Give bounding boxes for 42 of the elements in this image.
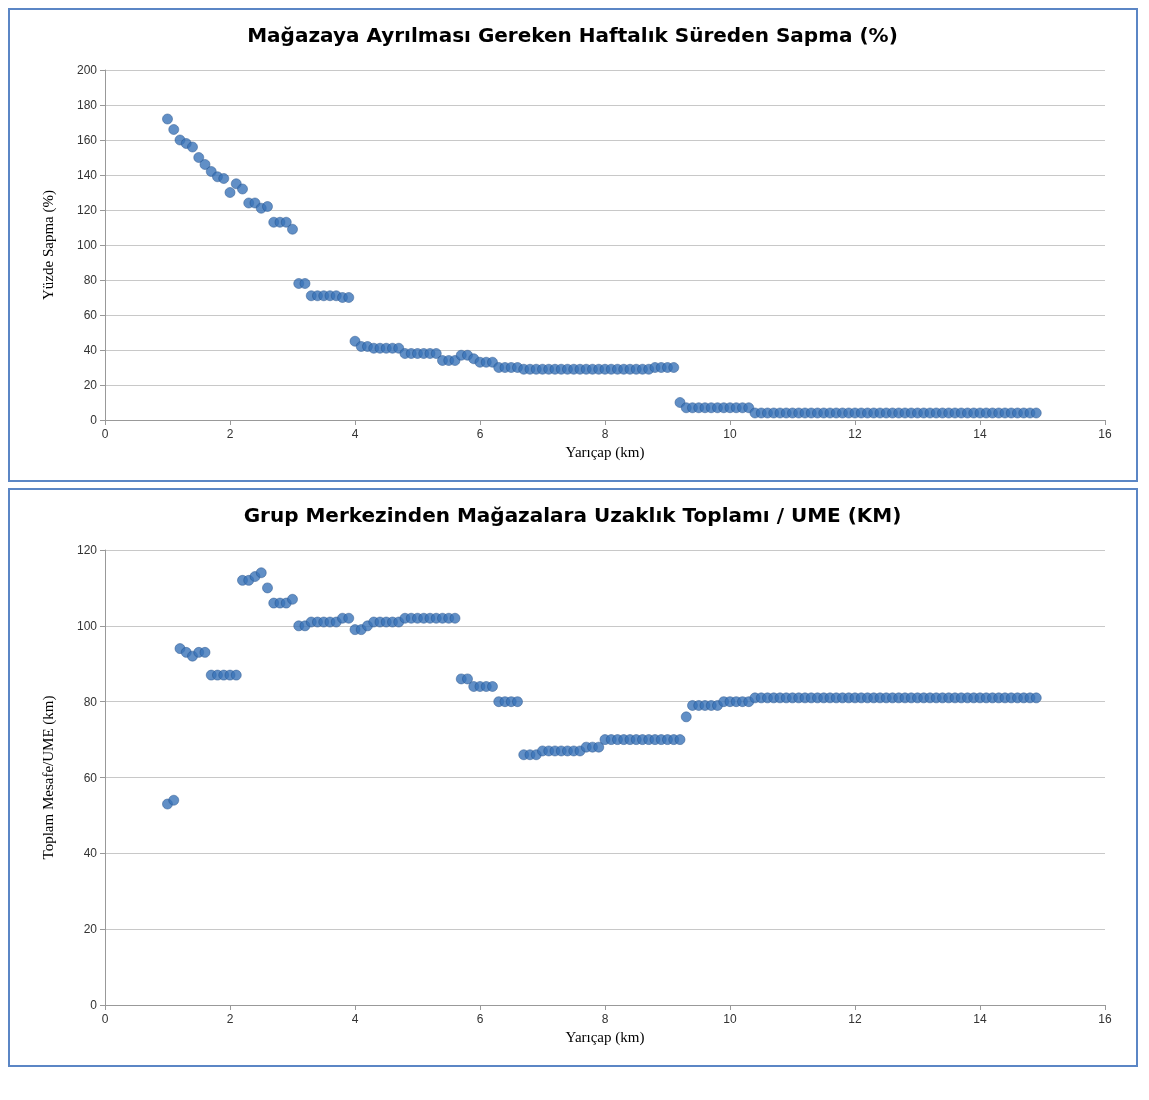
x-tick-label: 12 bbox=[848, 427, 862, 441]
y-tick-label: 180 bbox=[76, 98, 98, 112]
x-tick-label: 2 bbox=[226, 427, 234, 441]
x-tick-label: 16 bbox=[1098, 1012, 1112, 1026]
x-tick-label: 6 bbox=[476, 427, 484, 441]
y-tick-label: 40 bbox=[83, 846, 98, 861]
y-tick-label: 140 bbox=[76, 168, 98, 182]
y-tick-label: 100 bbox=[76, 618, 98, 633]
x-tick-label: 14 bbox=[973, 1012, 987, 1026]
x-tick-label: 10 bbox=[723, 427, 737, 441]
y-tick-label: 80 bbox=[83, 694, 98, 709]
y-tick-label: 80 bbox=[83, 273, 98, 287]
y-axis-title: Yüzde Sapma (%) bbox=[39, 190, 57, 300]
x-axis-title: Yarıçap (km) bbox=[565, 1029, 645, 1047]
chart-title: Grup Merkezinden Mağazalara Uzaklık Toplamı / UME (KM) bbox=[243, 503, 902, 527]
y-axis-title: Toplam Mesafe/UME (km) bbox=[39, 695, 57, 860]
y-tick-label: 20 bbox=[83, 378, 98, 392]
y-tick-label: 40 bbox=[83, 343, 98, 357]
x-axis-title: Yarıçap (km) bbox=[565, 444, 645, 462]
x-tick-label: 4 bbox=[351, 427, 359, 441]
y-tick-label: 100 bbox=[76, 238, 98, 252]
y-tick-label: 120 bbox=[76, 543, 98, 557]
x-tick-label: 12 bbox=[848, 1012, 862, 1026]
y-tick-label: 160 bbox=[76, 133, 98, 147]
chart-title: Mağazaya Ayrılması Gereken Haftalık Süreden Sapma (%) bbox=[247, 23, 898, 47]
x-tick-label: 0 bbox=[101, 427, 109, 441]
x-tick-label: 8 bbox=[601, 1012, 609, 1026]
y-tick-label: 20 bbox=[83, 922, 98, 937]
y-tick-label: 200 bbox=[76, 63, 98, 77]
x-tick-label: 2 bbox=[226, 1012, 234, 1026]
y-tick-label: 60 bbox=[83, 770, 98, 785]
x-tick-label: 14 bbox=[973, 427, 987, 441]
y-tick-label: 0 bbox=[90, 413, 98, 427]
x-tick-label: 8 bbox=[601, 427, 609, 441]
y-tick-label: 60 bbox=[83, 308, 98, 322]
x-tick-label: 4 bbox=[351, 1012, 359, 1026]
x-tick-label: 16 bbox=[1098, 427, 1112, 441]
x-tick-label: 10 bbox=[723, 1012, 737, 1026]
x-tick-label: 6 bbox=[476, 1012, 484, 1026]
y-tick-label: 0 bbox=[90, 998, 98, 1012]
y-tick-label: 120 bbox=[76, 203, 98, 217]
x-tick-label: 0 bbox=[101, 1012, 109, 1026]
